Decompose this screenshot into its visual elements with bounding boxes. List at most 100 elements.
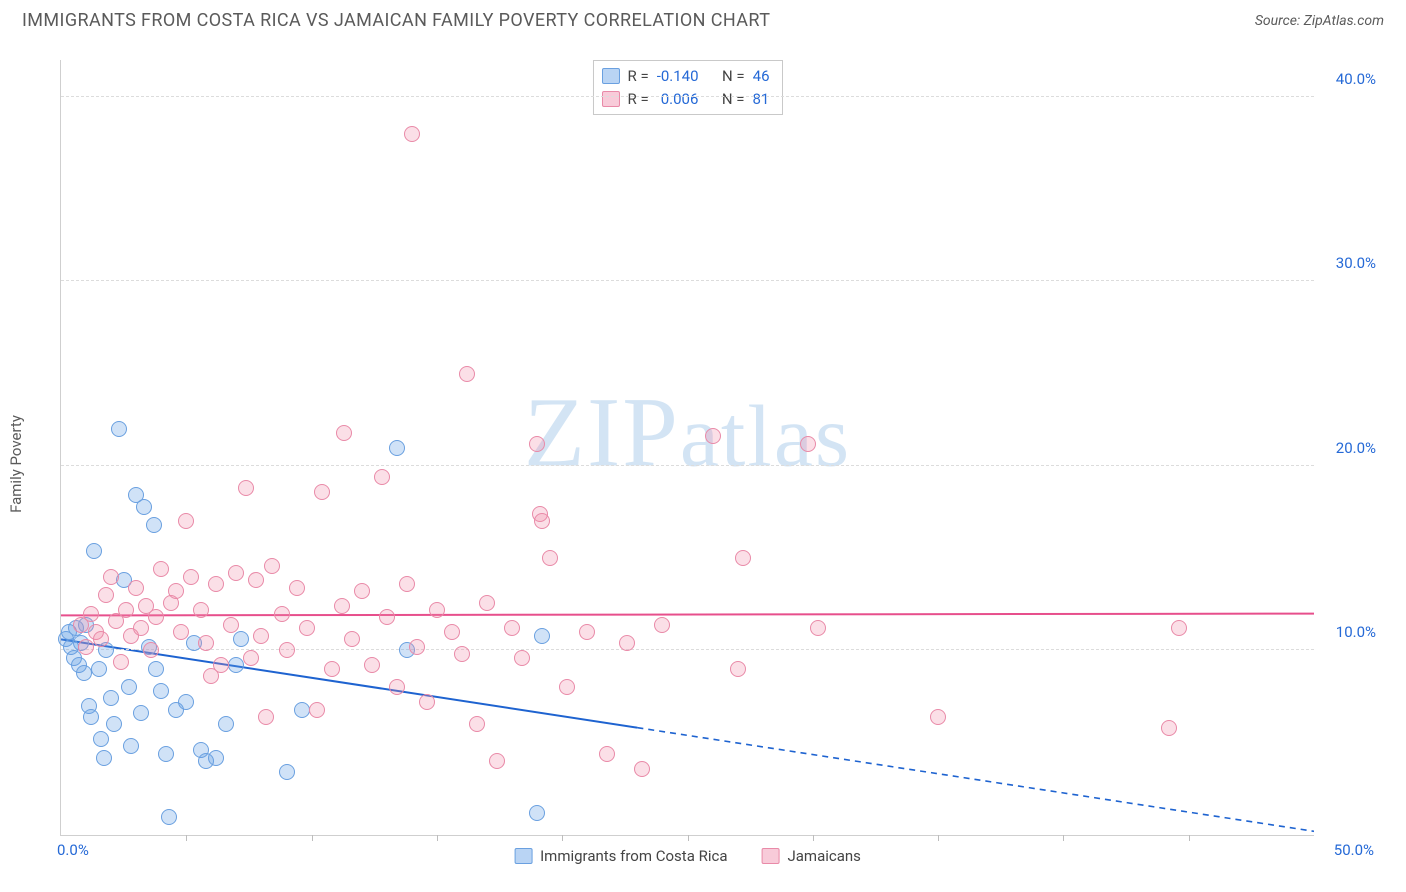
data-point <box>542 550 558 566</box>
y-tick-label: 20.0% <box>1336 439 1376 457</box>
data-point <box>193 602 209 618</box>
data-point <box>106 716 122 732</box>
watermark: ZIPatlas <box>524 375 851 490</box>
data-point <box>374 469 390 485</box>
swatch-pink-icon <box>761 848 779 864</box>
data-point <box>208 750 224 766</box>
x-tick <box>1189 835 1190 841</box>
data-point <box>111 421 127 437</box>
data-point <box>930 709 946 725</box>
data-point <box>504 620 520 636</box>
legend-r-label: R = <box>627 88 648 111</box>
gridline <box>61 465 1314 466</box>
data-point <box>559 679 575 695</box>
data-point <box>133 620 149 636</box>
data-point <box>444 624 460 640</box>
data-point <box>800 436 816 452</box>
data-point <box>168 583 184 599</box>
data-point <box>146 517 162 533</box>
legend-r-value: 0.006 <box>657 88 699 111</box>
swatch-blue-icon <box>514 848 532 864</box>
gridline <box>61 280 1314 281</box>
data-point <box>103 569 119 585</box>
data-point <box>218 716 234 732</box>
x-tick <box>938 835 939 841</box>
x-tick-label: 0.0% <box>57 841 89 859</box>
gridline <box>61 96 1314 97</box>
data-point <box>148 661 164 677</box>
source-label: Source: ZipAtlas.com <box>1255 13 1384 29</box>
y-axis-label: Family Poverty <box>7 415 25 513</box>
data-point <box>364 657 380 673</box>
legend-item: Jamaicans <box>761 847 860 865</box>
data-point <box>489 753 505 769</box>
plot-area: ZIPatlas R = -0.140 N = 46 R = 0.006 N =… <box>60 60 1314 836</box>
data-point <box>228 565 244 581</box>
legend-item: Immigrants from Costa Rica <box>514 847 727 865</box>
data-point <box>264 558 280 574</box>
y-tick-label: 10.0% <box>1336 623 1376 641</box>
data-point <box>128 580 144 596</box>
legend-n-label: N = <box>722 88 745 111</box>
data-point <box>344 631 360 647</box>
data-point <box>404 126 420 142</box>
data-point <box>289 580 305 596</box>
data-point <box>459 366 475 382</box>
chart-title: IMMIGRANTS FROM COSTA RICA VS JAMAICAN F… <box>22 10 770 31</box>
x-tick-label: 50.0% <box>1334 841 1374 859</box>
data-point <box>123 738 139 754</box>
x-tick <box>813 835 814 841</box>
data-point <box>324 661 340 677</box>
data-point <box>279 764 295 780</box>
data-point <box>479 595 495 611</box>
data-point <box>599 746 615 762</box>
data-point <box>248 572 264 588</box>
y-tick-label: 40.0% <box>1336 70 1376 88</box>
data-point <box>153 683 169 699</box>
data-point <box>379 609 395 625</box>
trend-lines <box>61 60 1314 835</box>
data-point <box>469 716 485 732</box>
data-point <box>93 731 109 747</box>
data-point <box>534 628 550 644</box>
data-point <box>178 694 194 710</box>
data-point <box>158 746 174 762</box>
data-point <box>409 639 425 655</box>
data-point <box>133 705 149 721</box>
data-point <box>534 513 550 529</box>
legend-stats-row: R = 0.006 N = 81 <box>601 88 769 111</box>
data-point <box>238 480 254 496</box>
data-point <box>78 639 94 655</box>
data-point <box>183 569 199 585</box>
data-point <box>619 635 635 651</box>
data-point <box>118 602 134 618</box>
data-point <box>529 805 545 821</box>
legend-r-value: -0.140 <box>657 65 699 88</box>
data-point <box>334 598 350 614</box>
x-tick <box>688 835 689 841</box>
x-tick <box>562 835 563 841</box>
x-tick <box>437 835 438 841</box>
data-point <box>153 561 169 577</box>
data-point <box>243 650 259 666</box>
data-point <box>223 617 239 633</box>
data-point <box>136 499 152 515</box>
data-point <box>91 661 107 677</box>
data-point <box>454 646 470 662</box>
x-tick <box>312 835 313 841</box>
data-point <box>93 631 109 647</box>
data-point <box>1161 720 1177 736</box>
swatch-blue-icon <box>601 68 619 84</box>
swatch-pink-icon <box>601 91 619 107</box>
x-tick <box>1063 835 1064 841</box>
legend-stats: R = -0.140 N = 46 R = 0.006 N = 81 <box>592 60 782 115</box>
legend-n-value: 46 <box>753 65 770 88</box>
data-point <box>103 690 119 706</box>
data-point <box>579 624 595 640</box>
data-point <box>419 694 435 710</box>
data-point <box>98 587 114 603</box>
data-point <box>429 602 445 618</box>
y-tick-label: 30.0% <box>1336 254 1376 272</box>
data-point <box>514 650 530 666</box>
data-point <box>389 679 405 695</box>
